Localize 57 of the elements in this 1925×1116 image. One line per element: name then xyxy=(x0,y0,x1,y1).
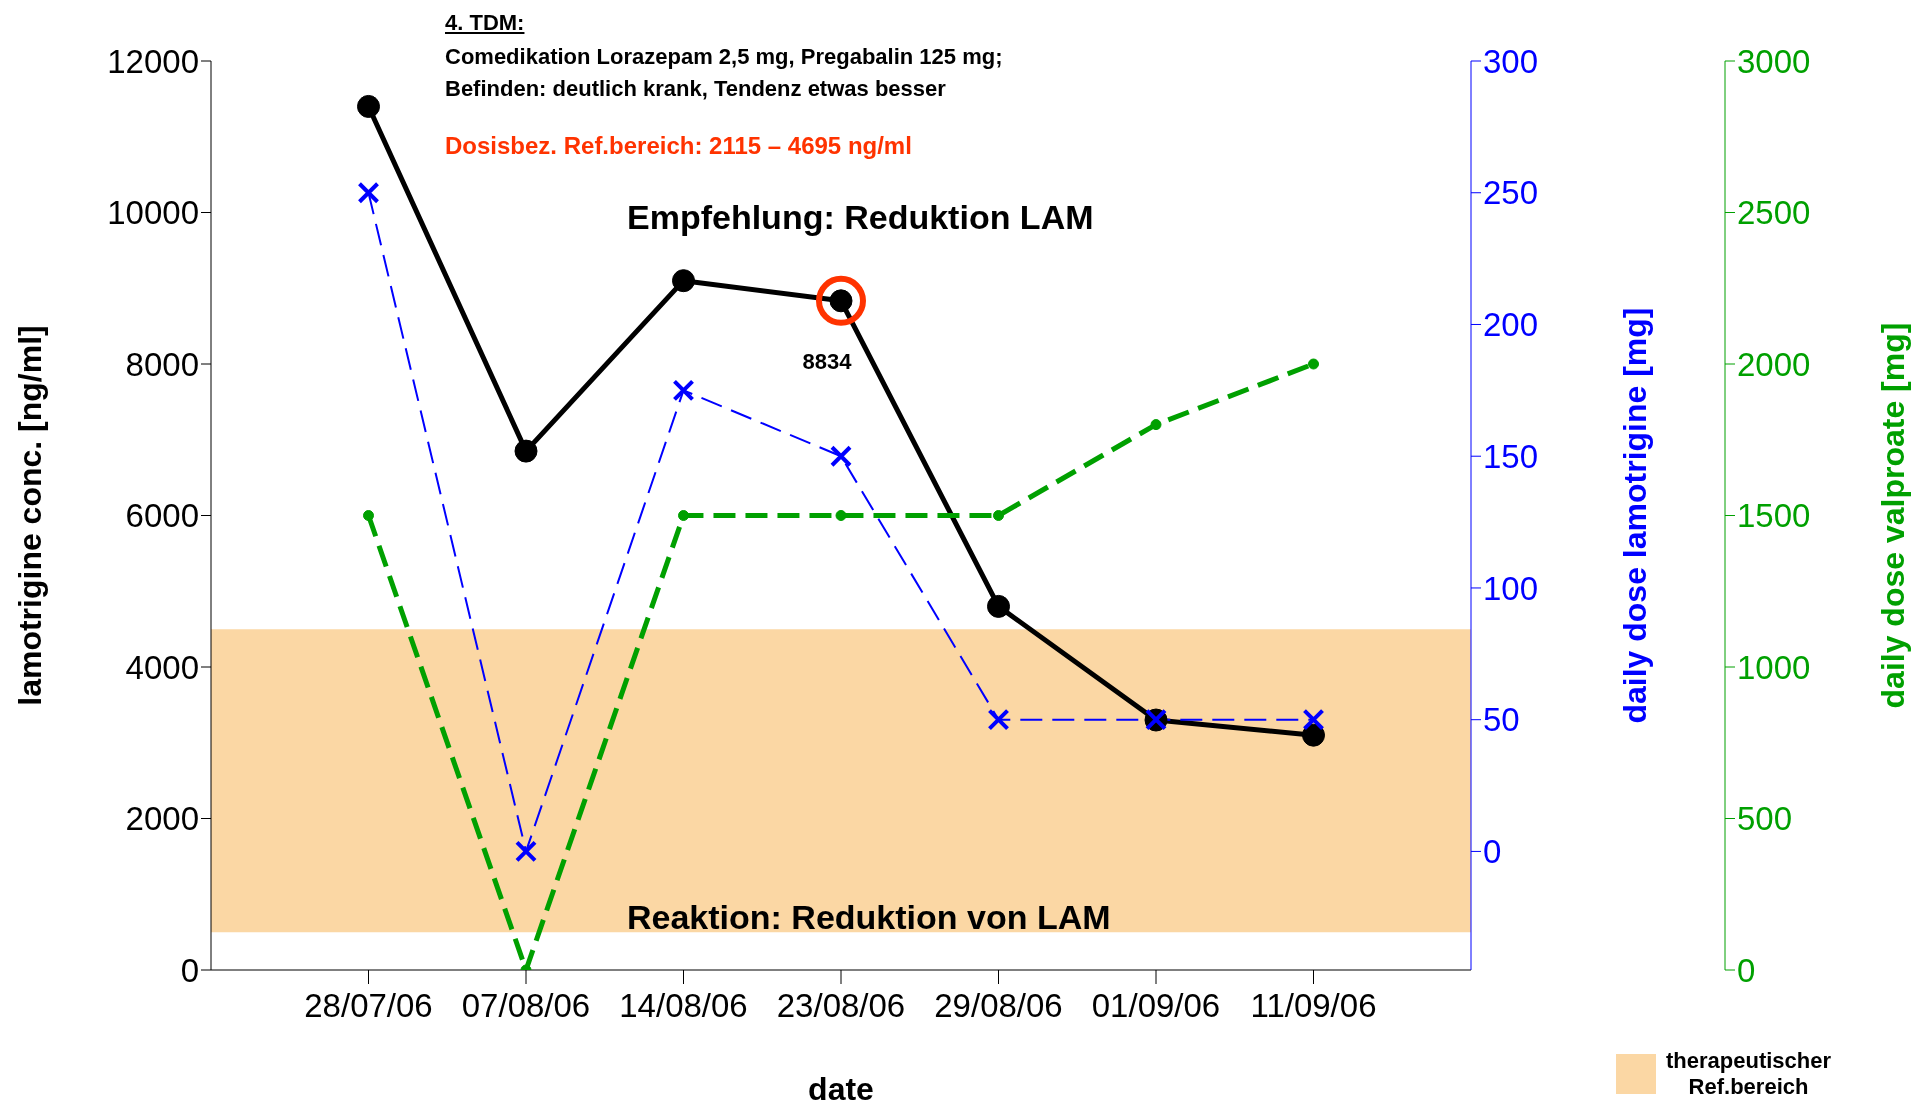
y3-tick-label: 1000 xyxy=(1737,648,1811,686)
x-tick-label: 01/09/06 xyxy=(1091,987,1221,1025)
point xyxy=(835,510,847,521)
y3-tick-label: 2000 xyxy=(1737,345,1811,383)
point xyxy=(1302,723,1325,747)
y2-tick-label: 150 xyxy=(1483,437,1539,475)
point xyxy=(987,594,1010,618)
point xyxy=(672,269,695,293)
x-tick-label: 11/09/06 xyxy=(1250,987,1377,1025)
y-tick-label: 6000 xyxy=(125,497,199,535)
y-tick-label: 8000 xyxy=(125,345,199,383)
y3-tick-label: 0 xyxy=(1737,951,1756,989)
y2-tick-label: 0 xyxy=(1483,833,1502,871)
data-label: 8834 xyxy=(802,348,853,374)
x-tick-label: 14/08/06 xyxy=(619,987,748,1025)
x-tick-label: 29/08/06 xyxy=(934,987,1063,1025)
point xyxy=(363,510,374,521)
y2-tick-label: 250 xyxy=(1483,174,1539,212)
y2-axis-title: daily dose lamotrigine [mg] xyxy=(1617,307,1654,724)
point xyxy=(678,510,689,521)
annotation: Dosisbez. Ref.bereich: 2115 – 4695 ng/ml xyxy=(445,132,912,160)
x-tick-label: 23/08/06 xyxy=(776,987,906,1025)
point xyxy=(357,181,380,204)
point xyxy=(993,510,1004,521)
point xyxy=(1302,708,1325,731)
point xyxy=(1150,419,1162,431)
y-tick-label: 2000 xyxy=(125,800,199,838)
x-axis-title: date xyxy=(808,1071,874,1107)
y2-tick-label: 100 xyxy=(1483,569,1539,607)
x-tick-label: 07/08/06 xyxy=(461,987,591,1025)
point xyxy=(514,439,538,463)
annotation: Comedikation Lorazepam 2,5 mg, Pregabalin 125 mg; xyxy=(445,44,1003,70)
y3-axis-title: daily dose valproate [mg] xyxy=(1875,322,1912,709)
y3-tick-label: 3000 xyxy=(1737,42,1811,80)
point xyxy=(515,840,537,863)
y3-tick-label: 1500 xyxy=(1737,497,1811,535)
y2-tick-label: 50 xyxy=(1483,701,1520,739)
point xyxy=(672,379,695,402)
y-tick-label: 4000 xyxy=(125,648,199,686)
point xyxy=(830,445,852,468)
x-tick-label: 28/07/06 xyxy=(304,987,433,1025)
annotation: Befinden: deutlich krank, Tendenz etwas besser xyxy=(445,76,946,102)
y2-tick-label: 200 xyxy=(1483,306,1539,344)
point xyxy=(1308,358,1319,370)
point xyxy=(357,94,380,118)
text: 4. TDM: xyxy=(445,10,525,36)
y2-tick-label: 300 xyxy=(1483,42,1539,80)
y-tick-label: 10000 xyxy=(107,194,199,232)
y-tick-label: 0 xyxy=(180,951,199,989)
y3-tick-label: 500 xyxy=(1737,800,1793,838)
annotation: Empfehlung: Reduktion LAM xyxy=(627,198,1094,237)
y3-tick-label: 2500 xyxy=(1737,194,1811,232)
y-tick-label: 12000 xyxy=(107,42,199,80)
legend-label: therapeutischer Ref.bereich xyxy=(1666,1048,1832,1100)
annotation: Reaktion: Reduktion von LAM xyxy=(627,898,1111,937)
y-axis-title: lamotrigine conc. [ng/ml] xyxy=(12,325,49,706)
point xyxy=(987,708,1010,731)
